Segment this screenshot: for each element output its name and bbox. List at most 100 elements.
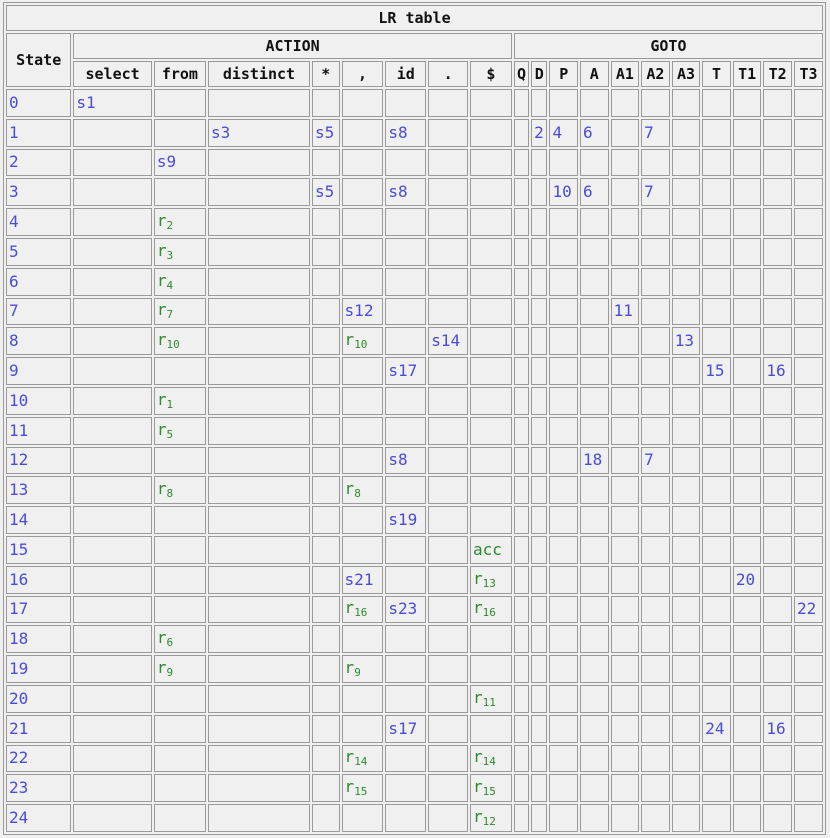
action-cell bbox=[385, 684, 427, 713]
action-cell bbox=[312, 357, 340, 385]
action-cell bbox=[341, 535, 384, 564]
goto-cell bbox=[531, 89, 548, 117]
action-cell bbox=[73, 178, 152, 207]
goto-cell bbox=[732, 386, 762, 415]
action-symbol-header: . bbox=[428, 61, 468, 87]
goto-cell bbox=[513, 744, 530, 773]
action-cell bbox=[207, 595, 310, 624]
action-cell bbox=[470, 446, 512, 475]
table-row: 12 s8 18 7 bbox=[6, 446, 823, 475]
action-cell bbox=[385, 89, 427, 117]
goto-cell bbox=[671, 89, 701, 117]
goto-cell bbox=[549, 655, 579, 683]
goto-cell bbox=[549, 625, 579, 654]
goto-cell bbox=[580, 565, 609, 594]
goto-cell bbox=[763, 774, 792, 803]
goto-cell bbox=[793, 476, 823, 505]
table-row: 6 r4 bbox=[6, 267, 823, 296]
goto-cell bbox=[580, 744, 609, 773]
action-symbol-header: $ bbox=[470, 61, 512, 87]
action-cell bbox=[207, 476, 310, 505]
action-cell bbox=[341, 267, 384, 296]
action-cell bbox=[153, 565, 206, 594]
action-cell bbox=[207, 237, 310, 266]
action-cell bbox=[153, 446, 206, 475]
action-cell bbox=[312, 416, 340, 445]
goto-cell bbox=[641, 714, 670, 743]
goto-cell bbox=[763, 446, 792, 475]
action-cell: r12 bbox=[470, 804, 512, 832]
goto-cell bbox=[580, 267, 609, 296]
goto-header: GOTO bbox=[513, 33, 823, 59]
action-cell bbox=[153, 684, 206, 713]
action-cell bbox=[428, 118, 468, 147]
action-cell bbox=[341, 237, 384, 266]
action-cell bbox=[385, 416, 427, 445]
goto-cell bbox=[549, 506, 579, 534]
table-row: 23 r15 r15 bbox=[6, 774, 823, 803]
action-cell: r7 bbox=[153, 297, 206, 326]
goto-cell bbox=[531, 476, 548, 505]
goto-cell bbox=[641, 565, 670, 594]
goto-cell bbox=[549, 327, 579, 356]
action-cell: s5 bbox=[312, 118, 340, 147]
action-symbol-header: id bbox=[385, 61, 427, 87]
action-cell bbox=[312, 386, 340, 415]
state-cell: 12 bbox=[6, 446, 72, 475]
goto-cell bbox=[531, 565, 548, 594]
action-cell: r6 bbox=[153, 625, 206, 654]
action-cell: s23 bbox=[385, 595, 427, 624]
table-row: 19 r9 r9 bbox=[6, 655, 823, 683]
symbol-header-row: select from distinct *, id. $ Q D P A A1 A2 A3 T T1 T2 T… bbox=[6, 61, 823, 87]
action-cell bbox=[207, 625, 310, 654]
action-cell: s8 bbox=[385, 178, 427, 207]
action-cell bbox=[207, 655, 310, 683]
action-cell bbox=[312, 297, 340, 326]
goto-cell bbox=[641, 89, 670, 117]
action-cell bbox=[207, 774, 310, 803]
goto-cell bbox=[531, 237, 548, 266]
action-cell bbox=[470, 476, 512, 505]
action-cell bbox=[153, 118, 206, 147]
action-symbol-header: , bbox=[341, 61, 384, 87]
goto-cell bbox=[641, 535, 670, 564]
goto-cell bbox=[580, 416, 609, 445]
action-cell bbox=[312, 476, 340, 505]
goto-cell bbox=[763, 655, 792, 683]
goto-cell bbox=[531, 804, 548, 832]
state-cell: 18 bbox=[6, 625, 72, 654]
goto-cell bbox=[610, 684, 640, 713]
action-cell bbox=[207, 714, 310, 743]
goto-cell: 6 bbox=[580, 178, 609, 207]
action-cell: s12 bbox=[341, 297, 384, 326]
action-cell bbox=[470, 714, 512, 743]
goto-cell bbox=[671, 297, 701, 326]
action-cell bbox=[207, 506, 310, 534]
state-header: State bbox=[6, 33, 72, 87]
goto-cell bbox=[641, 684, 670, 713]
goto-cell bbox=[671, 535, 701, 564]
state-cell: 5 bbox=[6, 237, 72, 266]
action-cell bbox=[428, 89, 468, 117]
goto-cell bbox=[793, 684, 823, 713]
goto-cell bbox=[513, 327, 530, 356]
goto-cell bbox=[513, 386, 530, 415]
goto-cell bbox=[671, 267, 701, 296]
goto-cell bbox=[702, 625, 731, 654]
goto-cell bbox=[549, 357, 579, 385]
lr-table: LR table State ACTION GOTO select from dis… bbox=[3, 2, 826, 835]
goto-cell bbox=[732, 774, 762, 803]
goto-cell bbox=[641, 357, 670, 385]
goto-cell bbox=[702, 386, 731, 415]
goto-cell: 24 bbox=[702, 714, 731, 743]
action-cell bbox=[470, 178, 512, 207]
goto-cell bbox=[610, 267, 640, 296]
action-cell bbox=[312, 595, 340, 624]
goto-cell bbox=[732, 416, 762, 445]
goto-cell bbox=[549, 774, 579, 803]
action-cell bbox=[470, 89, 512, 117]
goto-cell bbox=[531, 714, 548, 743]
table-row: 14 s19 bbox=[6, 506, 823, 534]
goto-cell bbox=[702, 476, 731, 505]
action-cell bbox=[207, 297, 310, 326]
